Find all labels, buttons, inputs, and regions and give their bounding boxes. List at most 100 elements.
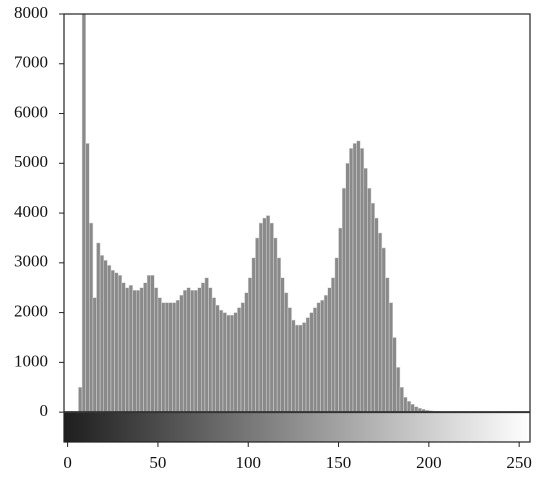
bar xyxy=(140,288,144,412)
y-tick-label: 2000 xyxy=(14,302,48,321)
bar xyxy=(371,203,375,412)
bar xyxy=(180,295,184,412)
bar xyxy=(259,223,263,412)
bar xyxy=(194,290,198,412)
bar xyxy=(104,260,108,412)
y-tick-label: 3000 xyxy=(14,252,48,271)
bar xyxy=(208,288,212,412)
y-tick-label: 8000 xyxy=(14,3,48,22)
bar xyxy=(324,295,328,412)
bar xyxy=(158,298,162,412)
bar xyxy=(78,387,82,412)
bar xyxy=(165,303,169,412)
bar xyxy=(302,323,306,413)
bar xyxy=(93,298,97,412)
bar xyxy=(227,315,231,412)
bar xyxy=(404,397,408,412)
bar xyxy=(107,265,111,412)
x-tick-label: 0 xyxy=(63,453,72,472)
bar xyxy=(216,305,220,412)
bar xyxy=(136,290,140,412)
y-tick-label: 7000 xyxy=(14,53,48,72)
bar xyxy=(187,288,191,412)
y-tick-label: 4000 xyxy=(14,202,48,221)
bar xyxy=(172,303,176,412)
bar xyxy=(400,387,404,412)
bar xyxy=(118,275,122,412)
bar xyxy=(143,283,147,412)
bar xyxy=(122,283,126,412)
bar xyxy=(331,278,335,412)
bar xyxy=(288,308,292,413)
bar xyxy=(129,285,133,412)
bar xyxy=(115,273,119,412)
bar xyxy=(375,218,379,412)
bar xyxy=(205,278,209,412)
bar xyxy=(248,278,252,412)
bar xyxy=(223,313,227,413)
bar xyxy=(411,404,415,412)
bar xyxy=(320,300,324,412)
x-tick-label: 250 xyxy=(506,453,532,472)
y-tick-label: 0 xyxy=(40,401,49,420)
bar xyxy=(162,303,166,412)
bar xyxy=(349,148,353,412)
bar xyxy=(245,293,249,412)
bar xyxy=(274,238,278,412)
bar xyxy=(284,293,288,412)
bar xyxy=(306,318,310,413)
x-tick-label: 50 xyxy=(149,453,166,472)
bar xyxy=(281,278,285,412)
bar xyxy=(382,248,386,412)
bar xyxy=(212,298,216,412)
bar xyxy=(310,313,314,413)
bar xyxy=(346,163,350,412)
bar xyxy=(266,216,270,413)
bar xyxy=(147,275,151,412)
x-tick-label: 150 xyxy=(326,453,352,472)
intensity-gradient xyxy=(64,412,530,442)
bar xyxy=(111,270,115,412)
bar xyxy=(357,141,361,412)
bar xyxy=(125,288,129,412)
bar xyxy=(82,4,86,412)
bar xyxy=(360,148,364,412)
bar xyxy=(292,320,296,412)
bar xyxy=(396,367,400,412)
bar xyxy=(407,401,411,412)
bar xyxy=(335,258,339,412)
bar xyxy=(169,303,173,412)
bar xyxy=(313,308,317,413)
bar xyxy=(201,283,205,412)
y-tick-label: 5000 xyxy=(14,152,48,171)
bar xyxy=(89,223,93,412)
bar xyxy=(241,303,245,412)
bar xyxy=(97,243,101,412)
bar xyxy=(154,288,158,412)
bar xyxy=(100,255,104,412)
bar xyxy=(317,303,321,412)
bar xyxy=(277,258,281,412)
bar xyxy=(234,313,238,413)
bar xyxy=(237,308,241,413)
y-tick-label: 6000 xyxy=(14,102,48,121)
bar xyxy=(342,188,346,412)
bar xyxy=(252,258,256,412)
bar xyxy=(386,278,390,412)
bar xyxy=(190,290,194,412)
x-tick-label: 200 xyxy=(416,453,442,472)
bar xyxy=(176,300,180,412)
bars xyxy=(78,4,446,412)
bar xyxy=(393,337,397,412)
bar xyxy=(389,303,393,412)
bar xyxy=(353,143,357,412)
bar xyxy=(295,325,299,412)
bar xyxy=(263,218,267,412)
bar xyxy=(151,275,155,412)
bar xyxy=(367,188,371,412)
bar xyxy=(219,310,223,412)
bar xyxy=(86,143,90,412)
bar xyxy=(328,288,332,412)
bar xyxy=(255,238,259,412)
